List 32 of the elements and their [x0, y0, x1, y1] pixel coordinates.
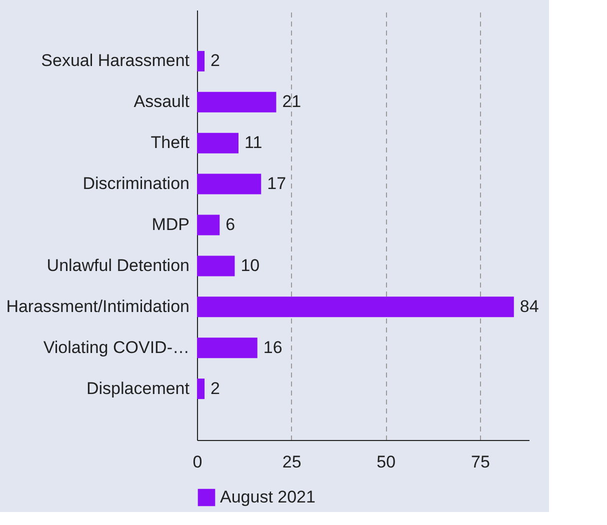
y-tick-label: Theft	[150, 133, 190, 152]
bar	[197, 214, 220, 236]
bar	[197, 338, 258, 358]
data-label: 2	[210, 51, 220, 70]
data-label: 84	[520, 296, 539, 316]
y-tick-label: Assault	[134, 92, 190, 112]
bar	[197, 92, 276, 112]
legend-label: August 2021	[220, 488, 316, 506]
x-tick-label: 75	[470, 452, 490, 472]
bar	[197, 378, 205, 400]
bar	[197, 132, 238, 154]
bar	[197, 50, 205, 72]
data-label: 6	[226, 215, 236, 234]
data-label: 21	[282, 92, 302, 112]
y-tick-label: Harassment/Intimidation	[6, 296, 190, 316]
y-tick-label: Displacement	[86, 378, 190, 398]
data-label: 2	[210, 378, 220, 398]
bar	[197, 256, 235, 276]
y-tick-label: Discrimination	[82, 174, 190, 194]
x-tick-label: 25	[282, 452, 302, 472]
y-tick-label: MDP	[152, 215, 190, 234]
data-label: 17	[267, 174, 286, 194]
y-tick-label: Sexual Harassment	[41, 51, 190, 70]
x-tick-label: 50	[376, 452, 396, 472]
y-tick-label: Unlawful Detention	[46, 256, 190, 275]
data-label: 10	[240, 256, 260, 275]
bar	[197, 296, 514, 318]
bar	[197, 174, 262, 194]
data-label: 16	[263, 338, 282, 357]
y-tick-label: Violating COVID-…	[43, 338, 190, 357]
data-label: 11	[244, 133, 262, 152]
x-tick-label: 0	[192, 452, 202, 472]
